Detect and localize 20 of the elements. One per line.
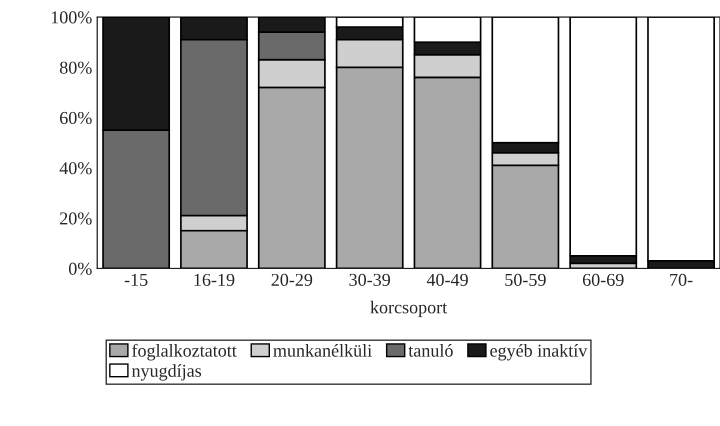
x-tick-label: 16-19 <box>194 274 234 286</box>
y-tick-label: 100% <box>52 11 92 24</box>
legend-label: foglalkoztatott <box>132 344 237 360</box>
x-axis-title: korcsoport <box>370 300 448 318</box>
x-tick-label: 20-29 <box>272 274 312 286</box>
y-tick-label: 20% <box>60 212 92 225</box>
legend-label: munkanélküli <box>273 344 372 357</box>
x-tick-label: 70- <box>670 274 692 286</box>
y-tick-label: 80% <box>60 62 92 74</box>
legend-label: tanuló <box>408 344 453 357</box>
x-tick-label: 50-59 <box>505 274 546 286</box>
y-tick-label: 40% <box>60 162 92 174</box>
x-tick-label: -15 <box>124 274 148 286</box>
y-tick-label: 0% <box>68 262 92 275</box>
x-tick-label: 30-39 <box>349 274 390 286</box>
x-tick-label: 40-49 <box>426 274 468 286</box>
legend-label: egyéb inaktív <box>490 344 588 360</box>
legend-label: nyugdíjas <box>132 364 202 381</box>
x-tick-label: 60-69 <box>582 274 624 286</box>
y-tick-label: 60% <box>60 112 92 124</box>
